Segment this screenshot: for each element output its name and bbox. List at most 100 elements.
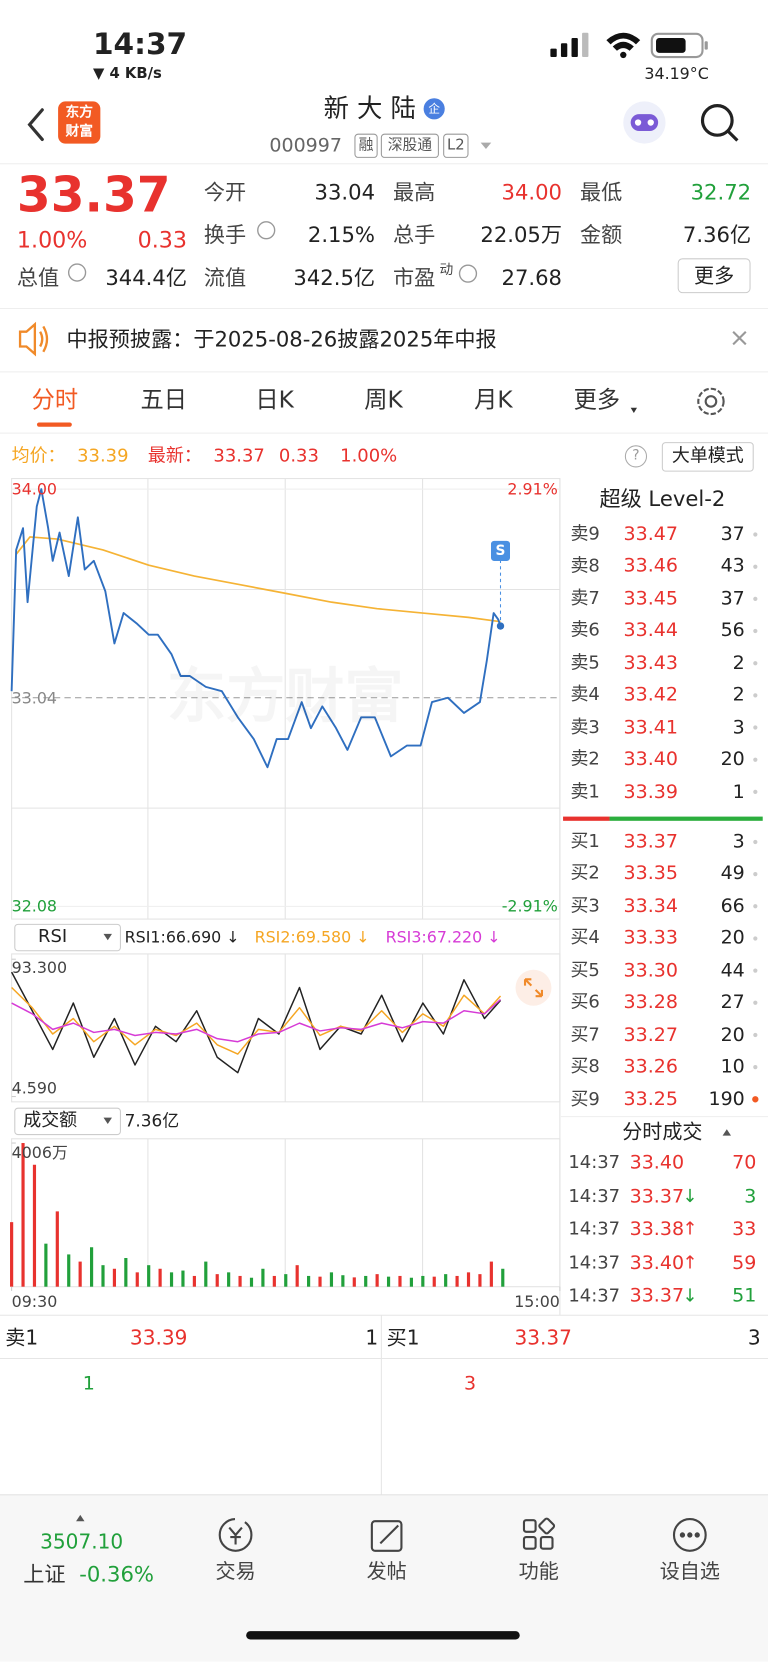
search-button[interactable] <box>700 104 739 142</box>
change-pct: 1.00% <box>16 227 88 253</box>
nav-icons[interactable] <box>218 1517 707 1552</box>
nav-item[interactable]: 设自选 <box>659 1559 720 1584</box>
book-dot <box>753 1032 758 1038</box>
volume-bar <box>101 1265 105 1287</box>
close-button[interactable] <box>732 330 747 346</box>
book-dot <box>753 628 758 634</box>
book-dot <box>753 1000 758 1005</box>
mode-button-box[interactable] <box>661 442 754 472</box>
marker[interactable]: S <box>495 543 506 560</box>
index-arrow[interactable] <box>76 1514 85 1522</box>
stat-label: 今开 <box>203 179 247 205</box>
book-dot <box>753 872 758 877</box>
rsi-title[interactable]: RSI <box>38 926 68 948</box>
volume-bar <box>124 1258 128 1287</box>
book-volume: 20 <box>720 748 745 771</box>
settings-button[interactable] <box>697 387 725 416</box>
book-label: 买3 <box>570 895 600 917</box>
volume-bar <box>501 1268 505 1287</box>
index-change[interactable]: -0.36% <box>79 1561 154 1587</box>
book-price: 33.37 <box>623 830 678 853</box>
book-label: 卖8 <box>570 555 600 578</box>
more-button[interactable]: 更多 <box>694 264 735 288</box>
best-label: 卖1 <box>5 1326 39 1350</box>
volume-total: 7.36亿 <box>124 1110 180 1131</box>
mode-button[interactable]: 大单模式 <box>671 445 744 467</box>
volume-title[interactable]: 成交额 <box>23 1110 78 1132</box>
info-icons <box>67 221 478 283</box>
index-name[interactable]: 上证 <box>23 1561 66 1587</box>
y2-tick-label: -2.91% <box>501 896 558 916</box>
tab[interactable]: 五日 <box>140 387 187 414</box>
book-dot <box>753 532 758 537</box>
book-price: 33.33 <box>623 927 678 950</box>
rsi-select[interactable] <box>14 923 121 952</box>
queue-count: 3 <box>464 1372 477 1395</box>
book-label: 卖2 <box>570 748 600 771</box>
book-label: 买2 <box>570 863 600 885</box>
notice[interactable]: 中报预披露：于2025-08-26披露2025年中报 <box>66 326 497 352</box>
trade-time: 14:37 <box>568 1185 621 1207</box>
volume-bar <box>89 1247 94 1287</box>
book-dot <box>753 839 758 845</box>
help[interactable]: ? <box>632 448 640 464</box>
book-dot <box>753 661 758 666</box>
stat-label: 金额 <box>579 221 623 248</box>
book-label: 买4 <box>570 927 600 949</box>
help-circle[interactable] <box>624 445 648 468</box>
trade-time: 14:37 <box>568 1285 621 1307</box>
clock: 14:37 <box>92 26 188 62</box>
expand-button[interactable] <box>515 969 552 1006</box>
index-value[interactable]: 3507.10 <box>40 1530 124 1554</box>
marker-box <box>490 540 511 561</box>
trade-price: 33.37 <box>629 1284 685 1307</box>
back-button[interactable] <box>27 108 44 142</box>
volume-bar <box>329 1272 334 1287</box>
nav-item[interactable]: 交易 <box>215 1559 256 1584</box>
speaker-icon <box>18 321 49 357</box>
volume-bar <box>169 1272 174 1287</box>
tab[interactable]: 分时 <box>31 387 79 414</box>
last-value: 33.37 <box>213 445 265 467</box>
dropdown[interactable] <box>480 142 492 149</box>
trade-volume: 70 <box>732 1151 757 1174</box>
stat-label: 总手 <box>392 221 436 248</box>
book-price: 33.35 <box>623 862 678 885</box>
y-tick-label: 4006万 <box>11 1143 68 1163</box>
volume-bar <box>204 1261 208 1287</box>
tab[interactable]: 更多 <box>573 387 621 414</box>
tab[interactable]: 周K <box>364 387 403 414</box>
volume-bar <box>181 1270 185 1287</box>
volume-bar <box>44 1243 48 1287</box>
temperature: 34.19°C <box>644 64 709 84</box>
book-price: 33.34 <box>623 894 678 918</box>
nav-item[interactable]: 发帖 <box>366 1559 407 1584</box>
volume-select[interactable] <box>14 1107 121 1136</box>
nav-item[interactable]: 功能 <box>518 1559 559 1584</box>
select-arrow <box>103 1117 112 1125</box>
book-dot <box>753 596 758 601</box>
last-label: 最新： <box>147 445 202 467</box>
trade-time: 14:37 <box>568 1152 621 1174</box>
tab[interactable]: 月K <box>474 387 513 414</box>
trade-volume: 3 <box>744 1184 757 1208</box>
book-label: 买5 <box>570 959 600 981</box>
book-dot <box>753 789 758 794</box>
logo-text: 东方 <box>65 104 93 121</box>
book-price: 33.27 <box>623 1023 678 1046</box>
last-change-pct: 1.00% <box>340 445 398 467</box>
volume-bar <box>55 1211 59 1287</box>
stat-value: 33.04 <box>314 179 376 205</box>
volume-bar <box>67 1254 71 1287</box>
tag: 融 <box>358 136 374 154</box>
trade-arrow: ↓ <box>682 1285 698 1307</box>
tab[interactable]: 日K <box>255 387 294 414</box>
rsi-line <box>11 986 502 1055</box>
more-button-box[interactable] <box>677 258 751 294</box>
y2-tick-label: 2.91% <box>507 479 558 499</box>
book-volume: 10 <box>720 1055 745 1078</box>
robot-avatar[interactable] <box>623 101 666 144</box>
volume-bar <box>112 1268 117 1287</box>
book-label: 卖6 <box>570 620 600 642</box>
